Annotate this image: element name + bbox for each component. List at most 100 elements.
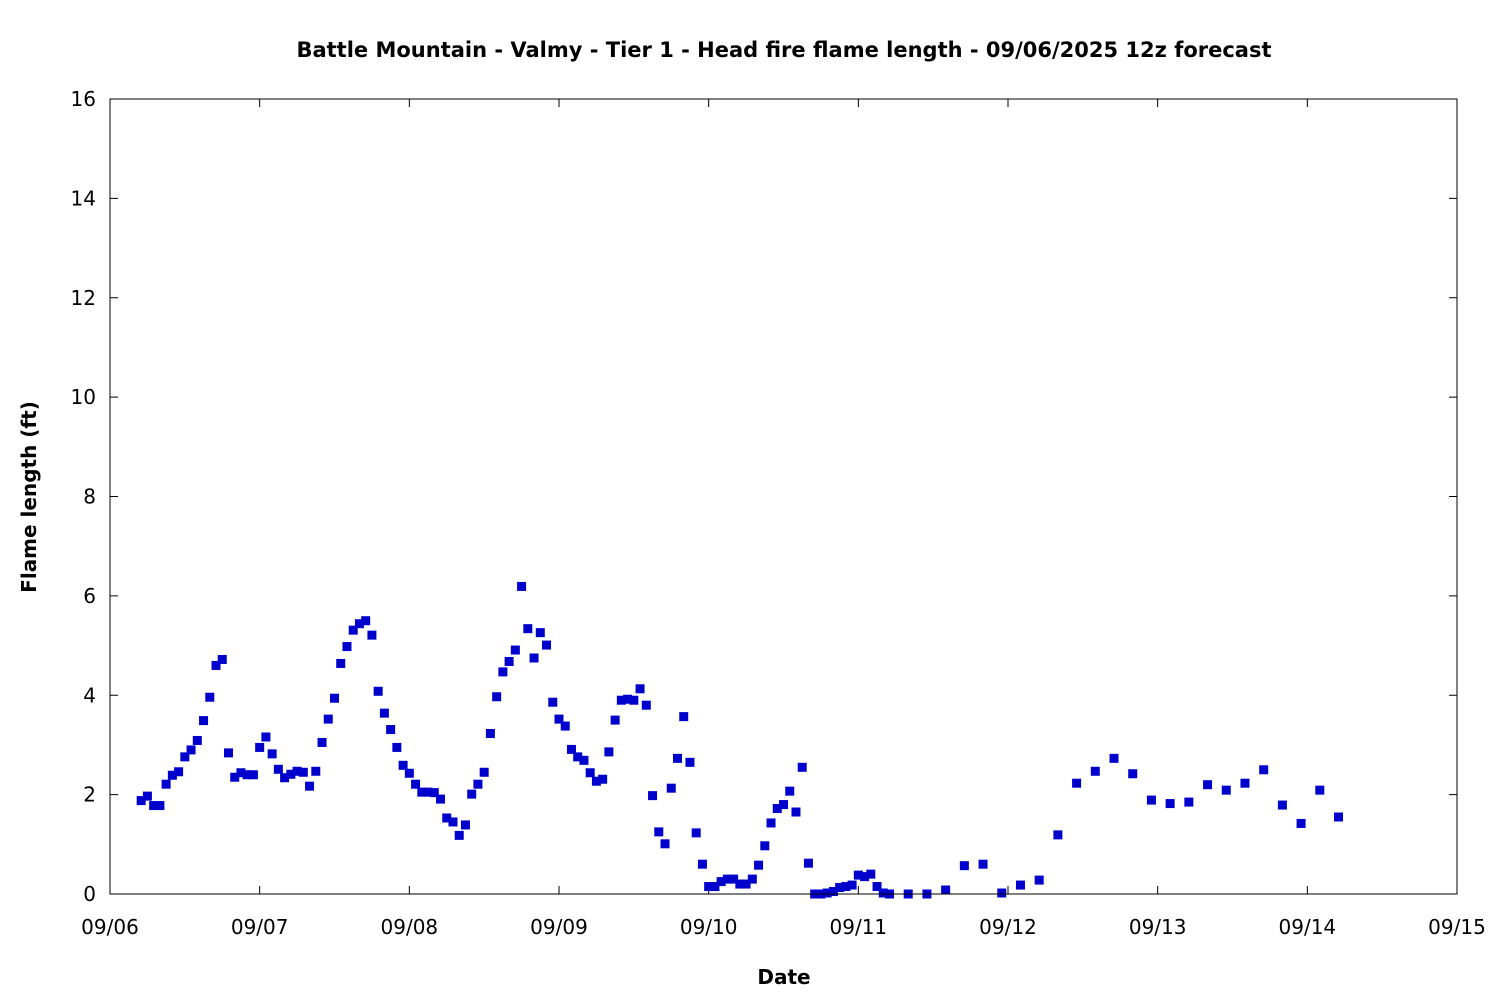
x-tick-label: 09/07 (231, 915, 289, 939)
y-tick-label: 14 (71, 186, 96, 210)
x-tick-label: 09/06 (81, 915, 139, 939)
data-point (305, 781, 315, 791)
data-point (485, 729, 495, 739)
data-point (311, 766, 321, 776)
data-point (591, 776, 601, 786)
data-point (585, 768, 595, 778)
data-point (648, 791, 658, 801)
data-point (560, 721, 570, 731)
data-point (429, 788, 439, 798)
data-point (467, 789, 477, 799)
data-point (398, 760, 408, 770)
data-point (174, 767, 184, 777)
data-point (448, 817, 458, 827)
data-point (217, 654, 227, 664)
y-tick-label: 16 (71, 87, 96, 111)
x-tick-label: 09/15 (1428, 915, 1486, 939)
data-point (554, 714, 564, 724)
data-point (1203, 780, 1213, 790)
data-point (959, 861, 969, 871)
data-point (454, 830, 464, 840)
data-point (336, 658, 346, 668)
data-point (691, 828, 701, 838)
data-point (978, 859, 988, 869)
data-point (205, 692, 215, 702)
data-point (411, 779, 421, 789)
data-point (654, 827, 664, 837)
data-point (941, 885, 951, 895)
data-point (697, 859, 707, 869)
data-point (785, 786, 795, 796)
data-point (460, 820, 470, 830)
data-point (878, 888, 888, 898)
data-point (261, 732, 271, 742)
data-point (635, 684, 645, 694)
data-point (616, 695, 626, 705)
data-point (167, 770, 177, 780)
data-point (1090, 766, 1100, 776)
data-point (735, 879, 745, 889)
x-tick-label: 09/10 (680, 915, 738, 939)
data-point (772, 804, 782, 814)
data-point (348, 625, 358, 635)
data-point (510, 645, 520, 655)
data-point (1259, 765, 1269, 775)
data-point (498, 667, 508, 677)
x-tick-label: 09/08 (381, 915, 439, 939)
data-point (379, 708, 389, 718)
data-point (741, 879, 751, 889)
data-point (1034, 875, 1044, 885)
data-point (822, 888, 832, 898)
x-tick-label: 09/14 (1279, 915, 1337, 939)
data-point (248, 770, 258, 780)
data-point (1053, 830, 1063, 840)
data-point (666, 783, 676, 793)
data-point (136, 796, 146, 806)
y-tick-label: 10 (71, 385, 96, 409)
data-point (242, 770, 252, 780)
data-point (286, 769, 296, 779)
data-point (223, 748, 233, 758)
data-point (1221, 785, 1231, 795)
data-point (1015, 880, 1025, 890)
data-point (211, 660, 221, 670)
data-point (641, 700, 651, 710)
data-point (872, 882, 882, 892)
data-point (529, 653, 539, 663)
data-point (579, 755, 589, 765)
data-point (860, 872, 870, 882)
data-point (161, 779, 171, 789)
x-axis-label: Date (757, 965, 810, 989)
data-point (386, 725, 396, 735)
data-point (704, 882, 714, 892)
data-point (292, 766, 302, 776)
data-point (672, 753, 682, 763)
data-point (853, 870, 863, 880)
y-tick-label: 4 (83, 683, 96, 707)
data-point (604, 747, 614, 757)
data-point (679, 712, 689, 722)
x-tick-label: 09/12 (979, 915, 1037, 939)
data-point (267, 749, 277, 759)
data-point (828, 887, 838, 897)
data-point (716, 877, 726, 887)
data-point (847, 880, 857, 890)
data-point (729, 874, 739, 884)
data-point (660, 839, 670, 849)
data-point (317, 737, 327, 747)
data-point (760, 841, 770, 851)
x-tick-label: 09/09 (530, 915, 588, 939)
data-point (623, 694, 633, 704)
y-tick-label: 12 (71, 286, 96, 310)
data-point (1184, 797, 1194, 807)
data-point (180, 752, 190, 762)
data-point (230, 772, 240, 782)
data-point (766, 818, 776, 828)
data-point (517, 581, 527, 591)
data-point (280, 773, 290, 783)
data-point (186, 745, 196, 755)
data-point (754, 860, 764, 870)
data-point (192, 735, 202, 745)
data-point (1072, 778, 1082, 788)
data-point (1296, 818, 1306, 828)
